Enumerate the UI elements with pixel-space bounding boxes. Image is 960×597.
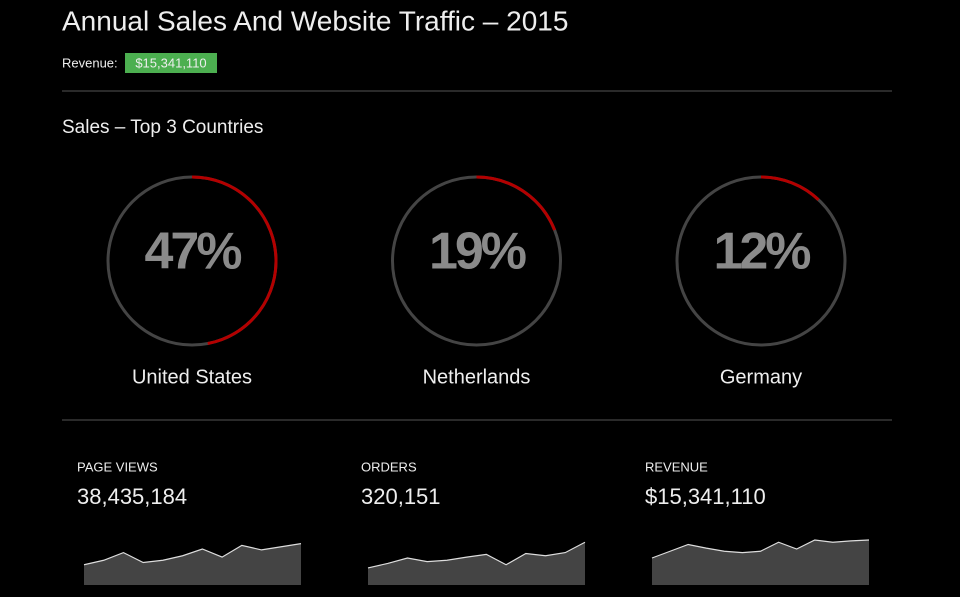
revenue-badge-text: $15,341,110 [135,55,206,70]
sparkline-line [367,541,586,569]
stat-value: 38,435,184 [77,484,187,509]
sparkline-area [652,540,869,585]
stat-label: PAGE VIEWS [77,459,158,474]
stat-value: $15,341,110 [645,484,766,509]
country-label: Netherlands [423,366,531,388]
stat-value: 320,151 [361,484,441,509]
revenue-badge [125,53,217,73]
gauge-percent: 47% [144,223,241,281]
gauge-arc [191,175,278,345]
stat-label: REVENUE [645,459,708,474]
sparkline-area [84,543,301,585]
revenue-label: Revenue: [62,55,118,70]
stat-label: ORDERS [361,459,417,474]
gauge-percent: 12% [713,223,810,281]
gauge-arc [476,175,556,231]
sparkline-area [368,542,585,585]
sparkline-line [83,543,302,566]
section-title: Sales – Top 3 Countries [62,117,263,138]
page-title: Annual Sales And Website Traffic – 2015 [62,5,568,36]
gauge-percent: 19% [429,223,526,281]
country-label: United States [132,366,252,388]
gauge-arc [760,175,820,201]
sparkline-line [651,539,870,559]
country-label: Germany [720,366,802,388]
